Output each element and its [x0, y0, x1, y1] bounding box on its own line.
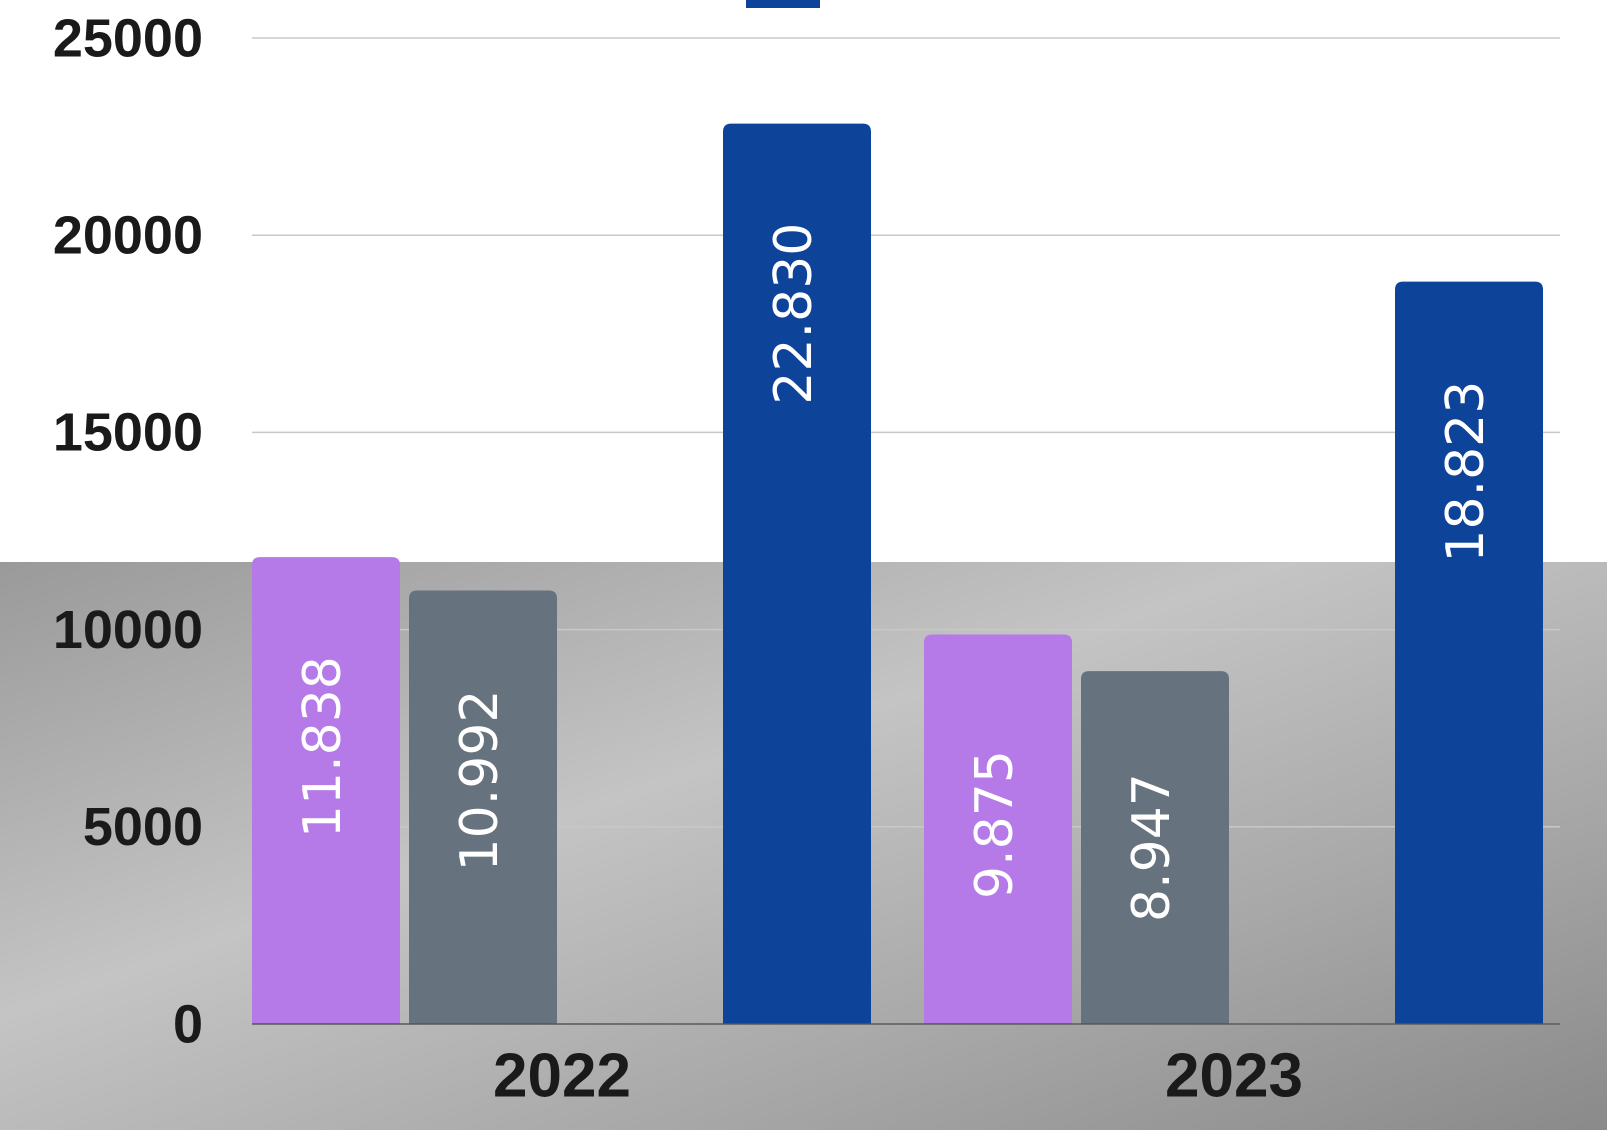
bar	[1081, 671, 1229, 1024]
value-label: 10.992	[450, 689, 510, 871]
value-label: 9.875	[965, 750, 1025, 899]
legend-swatch	[746, 0, 820, 8]
y-tick-label: 0	[173, 994, 203, 1054]
y-tick-label: 25000	[53, 8, 203, 68]
bar	[924, 634, 1072, 1024]
value-label: 22.830	[764, 223, 824, 405]
y-tick-label: 15000	[53, 403, 203, 463]
value-label: 18.823	[1436, 381, 1496, 563]
bar	[409, 590, 557, 1024]
bar	[252, 557, 400, 1024]
value-label: 11.838	[293, 656, 353, 838]
bar	[1395, 281, 1543, 1025]
bar	[723, 123, 871, 1025]
value-label: 8.947	[1122, 773, 1182, 922]
y-tick-label: 5000	[83, 797, 203, 857]
y-tick-label: 20000	[53, 205, 203, 265]
x-tick-label: 2022	[493, 1041, 631, 1110]
x-tick-label: 2023	[1165, 1041, 1303, 1110]
y-tick-label: 10000	[53, 600, 203, 660]
